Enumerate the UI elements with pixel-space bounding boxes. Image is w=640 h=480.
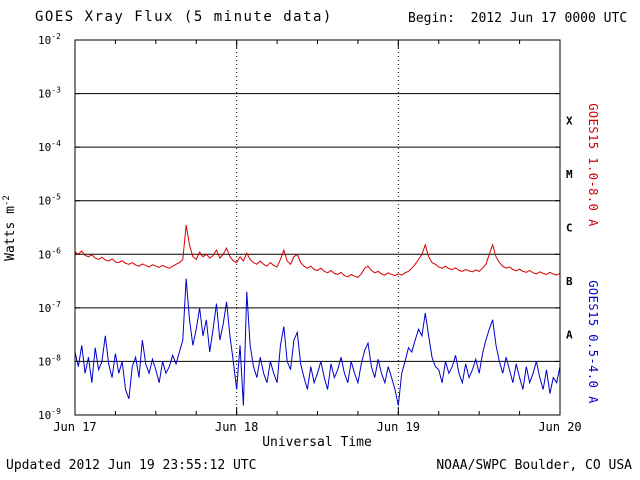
updated-timestamp: Updated 2012 Jun 19 23:55:12 UTC [6, 458, 256, 473]
flare-class-label: B [566, 275, 573, 288]
chart-title: GOES Xray Flux (5 minute data) [35, 9, 333, 25]
y-axis-title-base: Watts m [3, 206, 18, 261]
credit-label: NOAA/SWPC Boulder, CO USA [436, 458, 632, 473]
plot-frame [74, 39, 561, 416]
series-line-short-wavelength [74, 278, 561, 406]
flare-class-label: X [566, 114, 573, 127]
y-tick-label: 10-4 [38, 139, 61, 154]
x-tick-label: Jun 17 [53, 420, 96, 434]
y-tick-label: 10-6 [38, 246, 61, 261]
y-tick-label: 10-7 [38, 300, 61, 315]
x-tick-label: Jun 19 [377, 420, 420, 434]
x-axis-title: Universal Time [262, 435, 372, 450]
x-tick-label: Jun 20 [538, 420, 581, 434]
y-tick-label: 10-9 [38, 407, 61, 422]
series-label-short-wavelength: GOES15 0.5-4.0 A [586, 280, 600, 404]
flare-class-label: A [566, 329, 573, 342]
flare-class-label: C [566, 222, 573, 235]
x-tick-label: Jun 18 [215, 420, 258, 434]
y-axis-title: Watts m-2 [2, 195, 18, 261]
y-axis-title-exponent: -2 [2, 195, 12, 206]
y-tick-label: 10-3 [38, 86, 61, 101]
flare-class-label: M [566, 168, 573, 181]
y-tick-label: 10-5 [38, 193, 61, 208]
series-line-long-wavelength [74, 225, 561, 279]
begin-time-label: Begin: 2012 Jun 17 0000 UTC [408, 11, 627, 26]
y-tick-label: 10-8 [38, 353, 61, 368]
series-label-long-wavelength: GOES15 1.0-8.0 A [586, 103, 600, 227]
y-tick-label: 10-2 [38, 32, 61, 47]
